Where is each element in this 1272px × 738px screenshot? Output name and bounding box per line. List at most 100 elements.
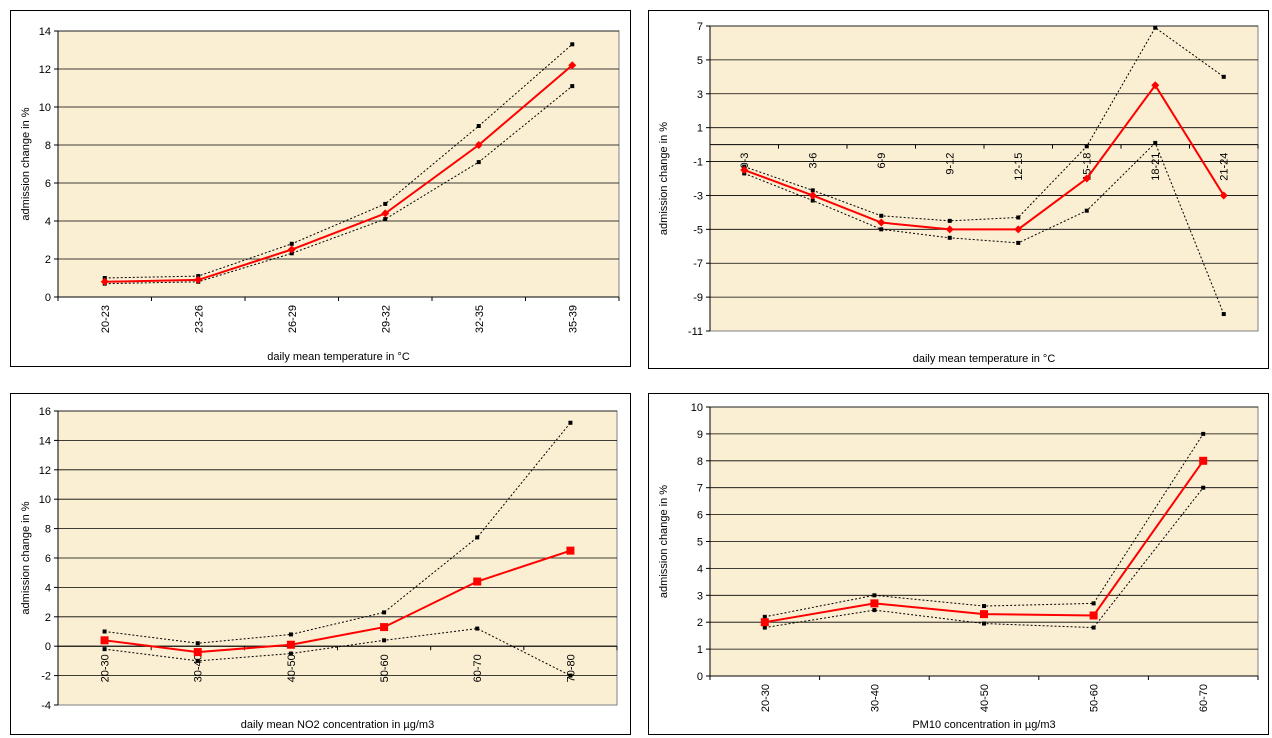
y-tick-label: 6	[45, 553, 51, 565]
x-tick-label: 9-12	[945, 153, 957, 175]
data-point-upper-ci	[762, 614, 767, 619]
x-tick-label: 20-30	[100, 654, 112, 682]
data-point-estimate	[870, 599, 879, 608]
data-point-estimate	[100, 277, 109, 286]
y-axis-title: admission change in %	[20, 501, 32, 614]
y-tick-label: 1	[697, 644, 703, 656]
y-tick-label: -4	[41, 700, 51, 712]
data-point-estimate	[877, 218, 886, 227]
y-tick-label: 5	[697, 55, 703, 67]
data-point-lower-ci	[568, 673, 573, 678]
chart-panel-temperature-warm: 0 2 4 6 8 10 12 14 20-23 23-26 26-29 29-32 32-35 35-3…	[10, 10, 631, 367]
chart-panel-temperature-hourly: -11 -9 -7 -5 -3 -1 1 3 5 7 0-3 3-6 6-9 9-12 12-15 15-18…	[648, 10, 1269, 369]
data-point-upper-ci	[982, 604, 986, 609]
chart-svg: 0 2 4 6 8 10 12 14 20-23 23-26 26-29 29-32 32-35 35-3…	[20, 26, 620, 363]
series-line-lower-ci	[744, 142, 1225, 315]
y-tick-label: -2	[41, 671, 51, 683]
data-point-lower-ci	[1091, 625, 1096, 630]
y-tick-label: 2	[45, 254, 51, 266]
y-tick-label: -7	[693, 258, 703, 270]
data-point-upper-ci	[1153, 25, 1158, 30]
series-line-estimate	[743, 83, 1225, 231]
x-axis-title: daily mean temperature in °C	[913, 353, 1056, 365]
y-tick-label: 4	[45, 216, 51, 228]
y-tick-label: 1	[697, 123, 703, 135]
data-point-upper-ci	[947, 218, 952, 223]
data-point-estimate	[980, 610, 988, 619]
y-tick-label: 2	[697, 617, 703, 629]
data-point-estimate	[760, 618, 769, 627]
data-point-upper-ci	[475, 535, 480, 540]
y-tick-label: 10	[39, 102, 51, 114]
series-line-estimate	[104, 64, 573, 283]
x-tick-label: 30-40	[869, 684, 881, 712]
data-point-estimate	[1014, 225, 1023, 234]
data-point-estimate	[194, 275, 203, 284]
data-point-estimate	[381, 209, 390, 218]
y-tick-label: 0	[697, 671, 703, 683]
data-point-upper-ci	[383, 201, 388, 206]
data-point-estimate	[945, 225, 954, 234]
y-tick-label: 4	[697, 563, 703, 575]
x-tick-label: 35-39	[567, 305, 579, 333]
data-point-estimate	[1082, 174, 1091, 183]
data-point-estimate	[100, 636, 109, 645]
data-point-lower-ci	[570, 84, 575, 89]
y-tick-label: 14	[39, 435, 51, 447]
y-tick-label: 8	[45, 140, 51, 152]
x-tick-label: 23-26	[193, 305, 205, 333]
data-point-estimate	[1219, 191, 1228, 200]
data-point-lower-ci	[947, 235, 952, 240]
x-tick-label: 12-15	[1013, 153, 1025, 181]
y-tick-label: 3	[697, 89, 703, 101]
data-point-lower-ci	[1153, 140, 1158, 145]
data-point-estimate	[740, 166, 749, 175]
data-point-estimate	[1151, 81, 1160, 90]
data-point-upper-ci	[288, 632, 293, 637]
y-tick-label: -5	[693, 224, 703, 236]
data-point-lower-ci	[982, 621, 986, 626]
data-point-upper-ci	[1016, 215, 1021, 220]
y-tick-label: 9	[697, 429, 703, 441]
x-tick-label: 50-60	[379, 654, 391, 682]
data-point-estimate	[474, 141, 483, 149]
data-point-estimate	[193, 648, 202, 657]
x-tick-label: 26-29	[287, 305, 299, 333]
x-tick-label: 21-24	[1219, 153, 1231, 181]
y-tick-label: -11	[688, 326, 703, 338]
x-tick-label: 40-50	[286, 654, 298, 682]
data-point-upper-ci	[102, 629, 107, 634]
data-point-lower-ci	[1084, 208, 1089, 213]
y-tick-label: 6	[697, 510, 703, 522]
data-point-lower-ci	[288, 651, 293, 656]
y-tick-label: 8	[45, 524, 51, 536]
data-point-lower-ci	[1201, 485, 1206, 490]
plot-area	[709, 25, 1259, 332]
x-tick-label: 6-9	[876, 153, 888, 169]
chart-svg: -4 -2 0 2 4 6 8 10 12 14 16 20-30 30-40 40-50 50-60 60-…	[20, 406, 618, 731]
y-tick-label: 0	[45, 641, 51, 653]
data-point-estimate	[473, 577, 482, 586]
data-point-lower-ci	[195, 658, 200, 663]
y-tick-label: 12	[39, 465, 51, 477]
series-line-upper-ci	[104, 43, 573, 279]
series-line-upper-ci	[744, 26, 1225, 222]
y-tick-label: 10	[691, 402, 703, 414]
data-point-upper-ci	[568, 420, 573, 425]
y-tick-label: 3	[697, 590, 703, 602]
y-axis-title: admission change in %	[658, 485, 670, 598]
x-axis-title: daily mean NO2 concentration in µg/m3	[241, 719, 434, 731]
data-point-upper-ci	[1091, 601, 1096, 606]
y-tick-label: 0	[45, 292, 51, 304]
data-point-upper-ci	[289, 241, 294, 246]
x-tick-label: 32-35	[474, 305, 486, 333]
data-point-lower-ci	[1016, 240, 1021, 245]
y-tick-label: -9	[693, 292, 703, 304]
y-tick-label: 10	[39, 494, 51, 506]
y-tick-label: -1	[693, 157, 703, 169]
data-point-lower-ci	[879, 227, 884, 232]
chart-panel-pm10: 0 1 2 3 4 5 6 7 8 9 10 20-30 30-40 40-50 50-60 60-70 adm…	[648, 393, 1269, 735]
y-axis-title: admission change in %	[658, 122, 670, 235]
data-point-upper-ci	[1201, 431, 1206, 436]
